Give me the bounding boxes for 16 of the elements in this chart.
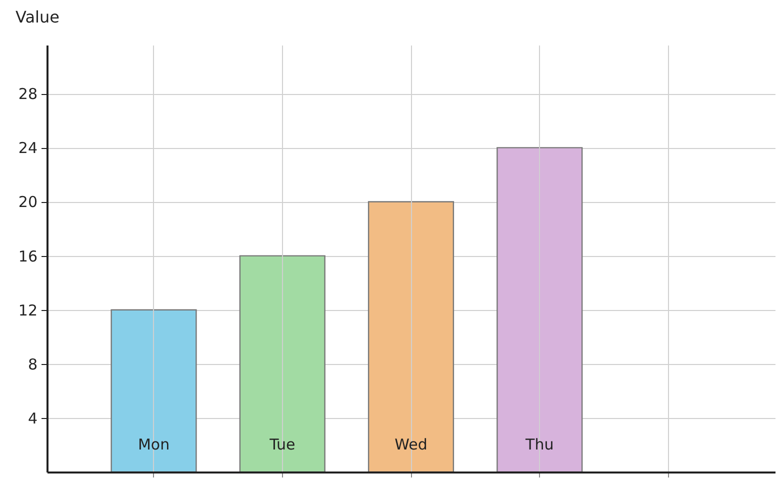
- bar: [496, 147, 583, 473]
- y-tick-label: 20: [18, 193, 38, 212]
- y-tick-label: 24: [18, 139, 38, 158]
- x-tick-label: Wed: [394, 436, 428, 454]
- x-tick-label: Mon: [138, 436, 170, 454]
- y-tick-label: 28: [18, 85, 38, 104]
- y-tick-label: 8: [28, 355, 38, 374]
- bar: [239, 255, 326, 473]
- bar: [368, 201, 454, 473]
- bar: [110, 309, 197, 473]
- y-axis-title: Value: [16, 8, 60, 26]
- y-tick-label: 4: [28, 409, 38, 428]
- x-tick-label: Thu: [524, 436, 554, 454]
- y-tick-label: 12: [18, 301, 38, 320]
- y-tick-label: 16: [18, 247, 38, 266]
- x-tick-label: Tue: [268, 436, 296, 454]
